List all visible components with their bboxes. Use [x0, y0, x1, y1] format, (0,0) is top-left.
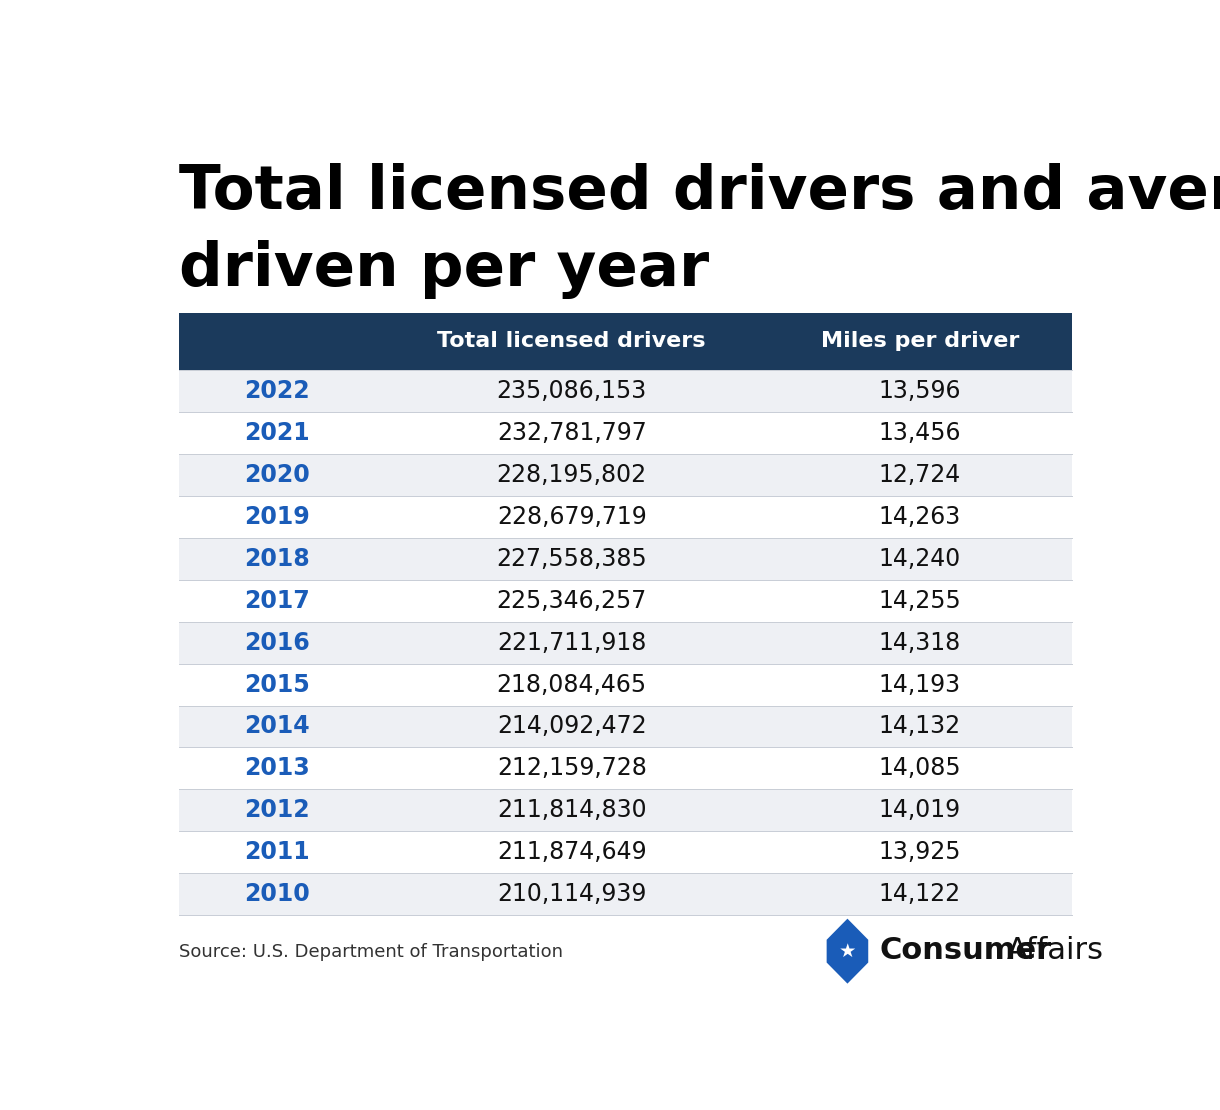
Text: 228,195,802: 228,195,802: [497, 463, 647, 487]
Text: Total licensed drivers and average miles: Total licensed drivers and average miles: [179, 163, 1220, 222]
FancyBboxPatch shape: [179, 454, 1071, 496]
Text: 2011: 2011: [244, 840, 310, 865]
FancyBboxPatch shape: [179, 370, 1071, 412]
Text: 14,122: 14,122: [878, 882, 961, 906]
Text: driven per year: driven per year: [179, 240, 709, 299]
Text: 227,558,385: 227,558,385: [497, 547, 647, 571]
Text: 14,132: 14,132: [878, 715, 961, 738]
FancyBboxPatch shape: [179, 789, 1071, 831]
FancyBboxPatch shape: [179, 747, 1071, 789]
Text: 228,679,719: 228,679,719: [497, 505, 647, 528]
Text: 14,193: 14,193: [878, 673, 961, 697]
FancyBboxPatch shape: [179, 579, 1071, 622]
Text: ★: ★: [838, 941, 856, 960]
Text: 218,084,465: 218,084,465: [497, 673, 647, 697]
Text: 2017: 2017: [244, 588, 310, 613]
FancyBboxPatch shape: [179, 412, 1071, 454]
Text: 2010: 2010: [244, 882, 310, 906]
Text: 2013: 2013: [244, 756, 310, 780]
Text: 2018: 2018: [244, 547, 310, 571]
Polygon shape: [827, 919, 869, 983]
Text: 2015: 2015: [244, 673, 310, 697]
Text: Total licensed drivers: Total licensed drivers: [438, 331, 706, 352]
FancyBboxPatch shape: [179, 706, 1071, 747]
Text: 221,711,918: 221,711,918: [497, 630, 647, 655]
Text: 14,240: 14,240: [878, 547, 961, 571]
Text: 225,346,257: 225,346,257: [497, 588, 647, 613]
Text: 13,456: 13,456: [878, 421, 961, 445]
Text: Affairs: Affairs: [1008, 936, 1104, 965]
FancyBboxPatch shape: [179, 313, 1071, 370]
Text: 12,724: 12,724: [878, 463, 961, 487]
Text: 2021: 2021: [244, 421, 310, 445]
Text: 13,596: 13,596: [878, 379, 961, 403]
Text: 2016: 2016: [244, 630, 310, 655]
Text: 232,781,797: 232,781,797: [497, 421, 647, 445]
Text: 14,085: 14,085: [878, 756, 961, 780]
Text: 2020: 2020: [244, 463, 310, 487]
FancyBboxPatch shape: [179, 874, 1071, 916]
Text: Source: U.S. Department of Transportation: Source: U.S. Department of Transportatio…: [179, 942, 562, 960]
Text: 2014: 2014: [244, 715, 310, 738]
Text: 14,263: 14,263: [878, 505, 961, 528]
Text: 14,255: 14,255: [878, 588, 961, 613]
Text: 210,114,939: 210,114,939: [497, 882, 647, 906]
Text: 212,159,728: 212,159,728: [497, 756, 647, 780]
Text: 2012: 2012: [244, 798, 310, 823]
FancyBboxPatch shape: [179, 496, 1071, 537]
Text: 211,814,830: 211,814,830: [497, 798, 647, 823]
Text: 2019: 2019: [244, 505, 310, 528]
Text: 2022: 2022: [244, 379, 310, 403]
FancyBboxPatch shape: [179, 622, 1071, 664]
Text: 14,019: 14,019: [878, 798, 961, 823]
Text: 235,086,153: 235,086,153: [497, 379, 647, 403]
FancyBboxPatch shape: [179, 664, 1071, 706]
FancyBboxPatch shape: [179, 831, 1071, 874]
Text: 214,092,472: 214,092,472: [497, 715, 647, 738]
Text: 14,318: 14,318: [878, 630, 961, 655]
Text: Miles per driver: Miles per driver: [821, 331, 1019, 352]
Text: Consumer: Consumer: [880, 936, 1052, 965]
Text: 13,925: 13,925: [878, 840, 961, 865]
FancyBboxPatch shape: [179, 537, 1071, 579]
Text: 211,874,649: 211,874,649: [497, 840, 647, 865]
